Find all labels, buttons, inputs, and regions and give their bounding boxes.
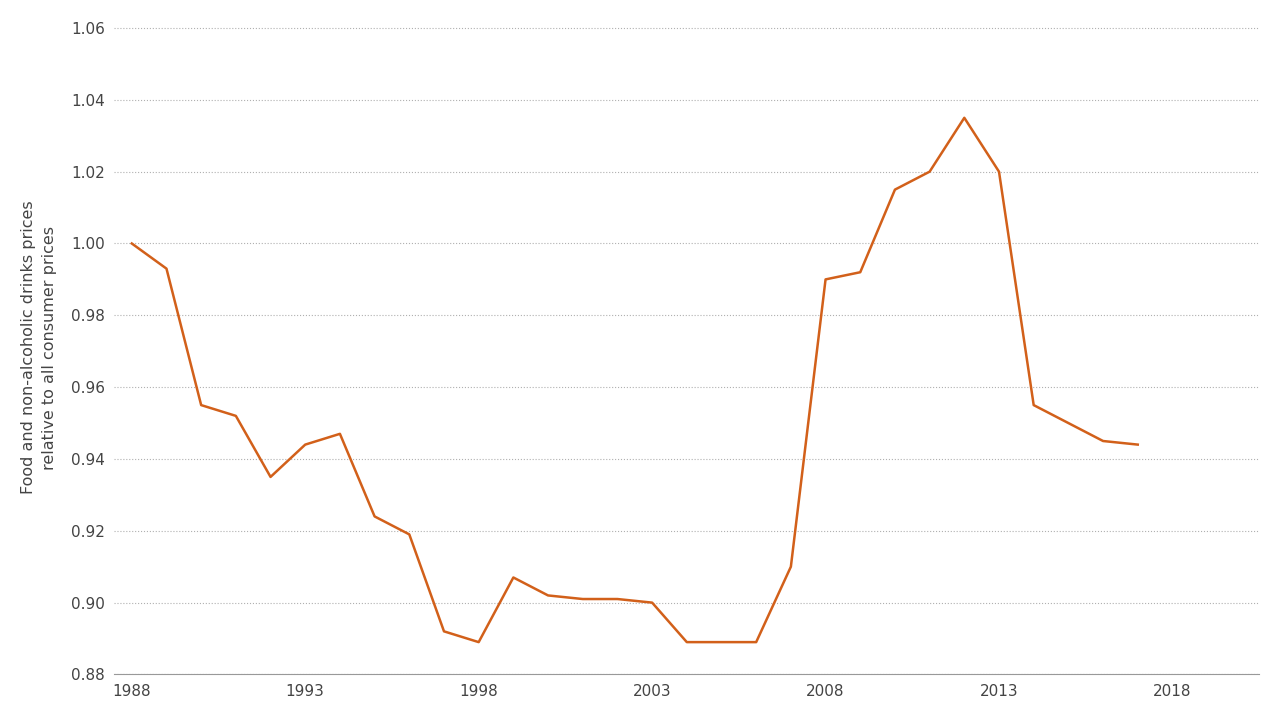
Y-axis label: Food and non-alcoholic drinks prices
relative to all consumer prices: Food and non-alcoholic drinks prices rel… bbox=[20, 201, 56, 495]
